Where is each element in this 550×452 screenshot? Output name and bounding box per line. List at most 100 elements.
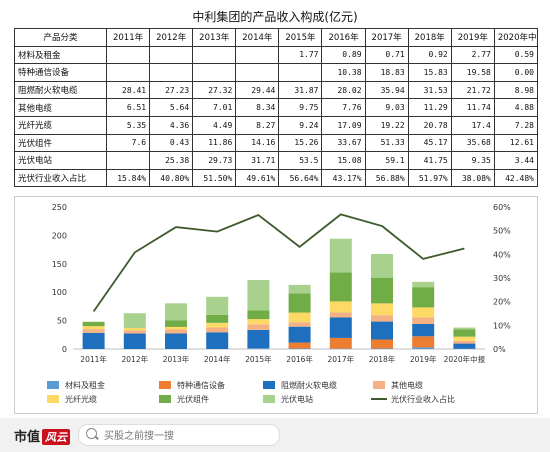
bar-segment xyxy=(247,347,270,349)
legend-swatch xyxy=(47,381,59,389)
table-cell: 49.61% xyxy=(235,168,280,188)
table-cell: 51.97% xyxy=(407,168,452,188)
table-cell: 7.76 xyxy=(321,98,366,117)
table-cell: 5.64 xyxy=(149,98,194,117)
table-cell: 14.16 xyxy=(235,133,280,153)
table-cell: 29.44 xyxy=(235,80,280,100)
table-cell xyxy=(192,45,237,65)
bar-segment xyxy=(412,336,435,348)
bar-segment xyxy=(329,272,352,302)
bar-segment xyxy=(329,317,352,338)
table-cell: 31.87 xyxy=(278,80,323,100)
x-axis-tick-label: 2015年 xyxy=(245,354,272,364)
bar-segment xyxy=(82,326,105,330)
table-cell: 18.83 xyxy=(364,63,409,82)
legend-label: 光纤光缆 xyxy=(65,394,97,404)
bar-segment xyxy=(247,324,270,330)
table-cell: 25.38 xyxy=(149,151,194,170)
x-axis-tick-label: 2019年 xyxy=(410,354,437,364)
table-header-year: 2020年中报 xyxy=(493,28,539,47)
table-cell: 33.67 xyxy=(321,133,366,153)
table-row: 材料及租金 1.77 0.89 0.71 0.92 2.77 0.59 xyxy=(14,45,539,65)
table-row: 光纤光缆 5.35 4.36 4.49 8.27 9.24 17.09 19.22 20.78 1… xyxy=(14,115,539,135)
bar-segment xyxy=(247,280,270,311)
table-cell: 27.23 xyxy=(149,80,194,100)
table-cell: 43.17% xyxy=(321,168,366,188)
bar-segment xyxy=(412,323,435,337)
table-cell xyxy=(235,63,280,82)
table-row-label: 光纤光缆 xyxy=(14,115,107,135)
table-cell: 3.44 xyxy=(493,151,539,170)
table-cell: 7.01 xyxy=(192,98,237,117)
legend-label: 其他电缆 xyxy=(391,380,423,390)
table-cell: 15.83 xyxy=(407,63,452,82)
table-header-year: 2015年 xyxy=(278,28,323,47)
legend-swatch xyxy=(159,381,171,389)
table-cell: 0.89 xyxy=(321,45,366,65)
table-row-label: 光伏行业收入占比 xyxy=(14,168,107,188)
search-placeholder: 买股之前搜一搜 xyxy=(104,431,174,442)
bar-segment xyxy=(288,284,311,294)
bar-segment xyxy=(206,327,229,333)
bar-segment xyxy=(123,330,146,334)
table-header-year: 2018年 xyxy=(407,28,452,47)
table-row-label: 光伏电站 xyxy=(14,151,107,170)
table-row-label: 材料及租金 xyxy=(14,45,107,65)
table-row: 光伏组件 7.6 0.43 11.86 14.16 15.26 33.67 51.33 45.1… xyxy=(14,133,539,153)
table-cell: 35.68 xyxy=(450,133,495,153)
table-header-row: 产品分类 2011年 2012年 2013年 2014年 2015年 2016年… xyxy=(14,28,539,47)
site-logo: 市值 风云 xyxy=(14,426,71,445)
logo-mark: 风云 xyxy=(42,429,71,445)
table-cell: 0.43 xyxy=(149,133,194,153)
table-cell xyxy=(235,45,280,65)
table-cell: 41.75 xyxy=(407,151,452,170)
bar-segment xyxy=(453,329,476,337)
table-header-year: 2011年 xyxy=(105,28,151,47)
bar-segment xyxy=(247,329,270,348)
legend-swatch xyxy=(159,395,171,403)
table-cell xyxy=(149,45,194,65)
table-cell: 0.71 xyxy=(364,45,409,65)
table-cell xyxy=(278,63,323,82)
table-header-year: 2012年 xyxy=(149,28,194,47)
bar-segment xyxy=(371,277,393,304)
table-cell: 7.6 xyxy=(105,133,151,153)
legend-swatch xyxy=(47,395,59,403)
bar-segment xyxy=(206,296,229,315)
table-cell: 9.35 xyxy=(450,151,495,170)
bar-segment xyxy=(123,327,146,331)
table-cell: 17.09 xyxy=(321,115,366,135)
table-row: 光伏行业收入占比 15.84% 40.80% 51.50% 49.61% 56.64% 43… xyxy=(14,168,539,188)
bar-segment xyxy=(165,303,187,321)
y-axis-left-tick-label: 0 xyxy=(62,345,67,354)
table-header-year: 2013年 xyxy=(192,28,237,47)
bar-segment xyxy=(329,337,352,349)
bar-segment xyxy=(288,348,311,349)
search-input[interactable] xyxy=(78,424,280,446)
x-axis-tick-label: 2020年中报 xyxy=(444,354,486,364)
bar-segment xyxy=(371,339,393,349)
bar-segment xyxy=(412,347,435,349)
table-cell: 35.94 xyxy=(364,80,409,100)
table-cell: 29.73 xyxy=(192,151,237,170)
logo-text: 市值 xyxy=(14,430,41,445)
table-cell: 7.28 xyxy=(493,115,539,135)
table-row: 特种通信设备 10.38 18.83 15.83 19.58 0.00 xyxy=(14,63,539,82)
table-header-year: 2014年 xyxy=(235,28,280,47)
revenue-table: 产品分类 2011年 2012年 2013年 2014年 2015年 2016年… xyxy=(14,28,539,188)
table-cell: 31.71 xyxy=(235,151,280,170)
bar-segment xyxy=(165,329,187,334)
table-row: 光伏电站 25.38 29.73 31.71 53.5 15.08 59.1 41.75 9.3… xyxy=(14,151,539,170)
table-cell: 40.80% xyxy=(149,168,194,188)
table-cell: 0.00 xyxy=(493,63,539,82)
table-row-label: 特种通信设备 xyxy=(14,63,107,82)
y-axis-right-tick-label: 20% xyxy=(493,298,511,307)
table-cell xyxy=(105,63,151,82)
table-cell: 15.26 xyxy=(278,133,323,153)
table-row: 阻燃耐火软电缆 28.41 27.23 27.32 29.44 31.87 28.02 35.… xyxy=(14,80,539,100)
bar-segment xyxy=(288,312,311,323)
line-series xyxy=(92,213,465,313)
table-cell: 6.51 xyxy=(105,98,151,117)
bar-segment xyxy=(206,314,229,323)
